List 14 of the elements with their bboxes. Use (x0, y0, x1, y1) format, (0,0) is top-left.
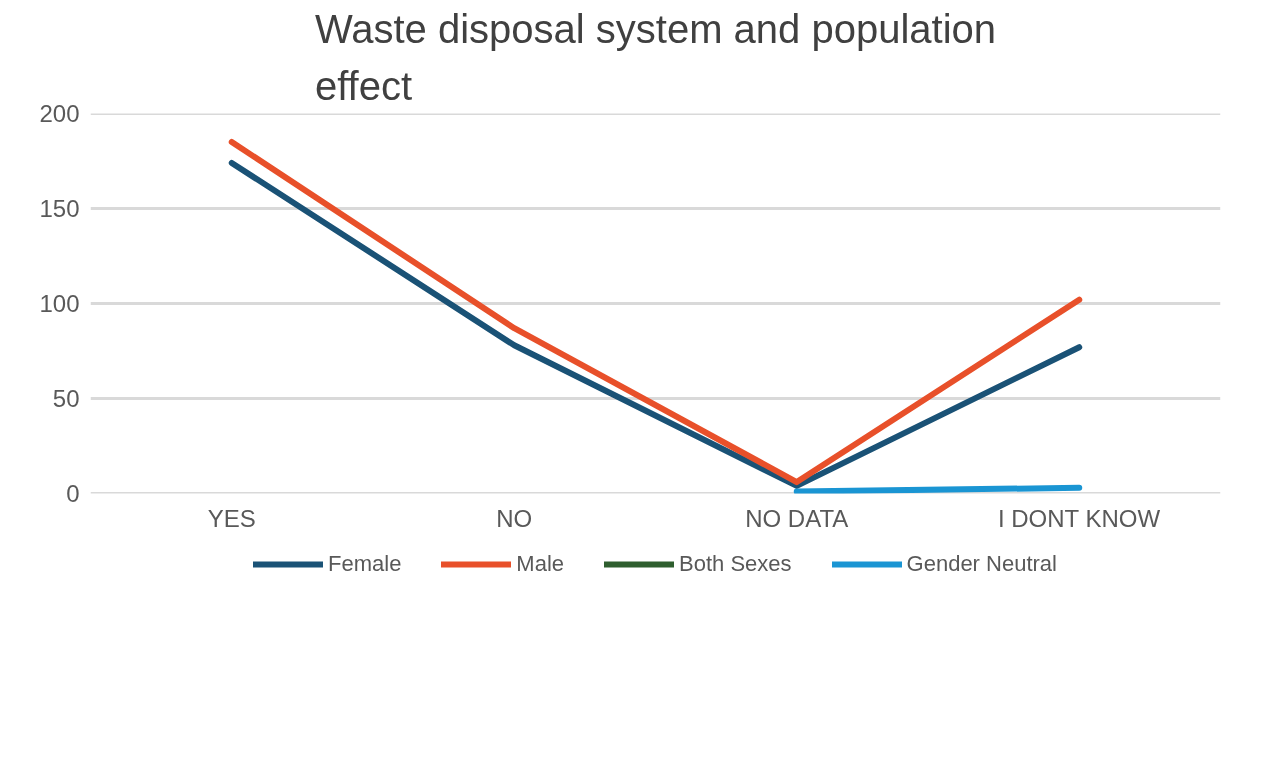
x-tick-label: NO (496, 504, 533, 532)
y-tick-label: 100 (39, 290, 80, 317)
y-tick-label: 0 (66, 480, 80, 507)
legend-label: Both Sexes (679, 551, 792, 577)
legend-label: Gender Neutral (906, 551, 1057, 577)
legend-label: Male (516, 551, 565, 577)
x-tick-label: NO DATA (745, 504, 849, 532)
y-tick-label: 200 (39, 100, 80, 127)
y-tick-label: 50 (52, 385, 80, 412)
y-tick-label: 150 (39, 195, 80, 222)
x-tick-label: I DONT KNOW (997, 504, 1161, 532)
chart-title: Waste disposal system and population effect (314, 7, 997, 109)
x-tick-label: YES (207, 504, 256, 532)
legend-label: Female (328, 551, 402, 577)
